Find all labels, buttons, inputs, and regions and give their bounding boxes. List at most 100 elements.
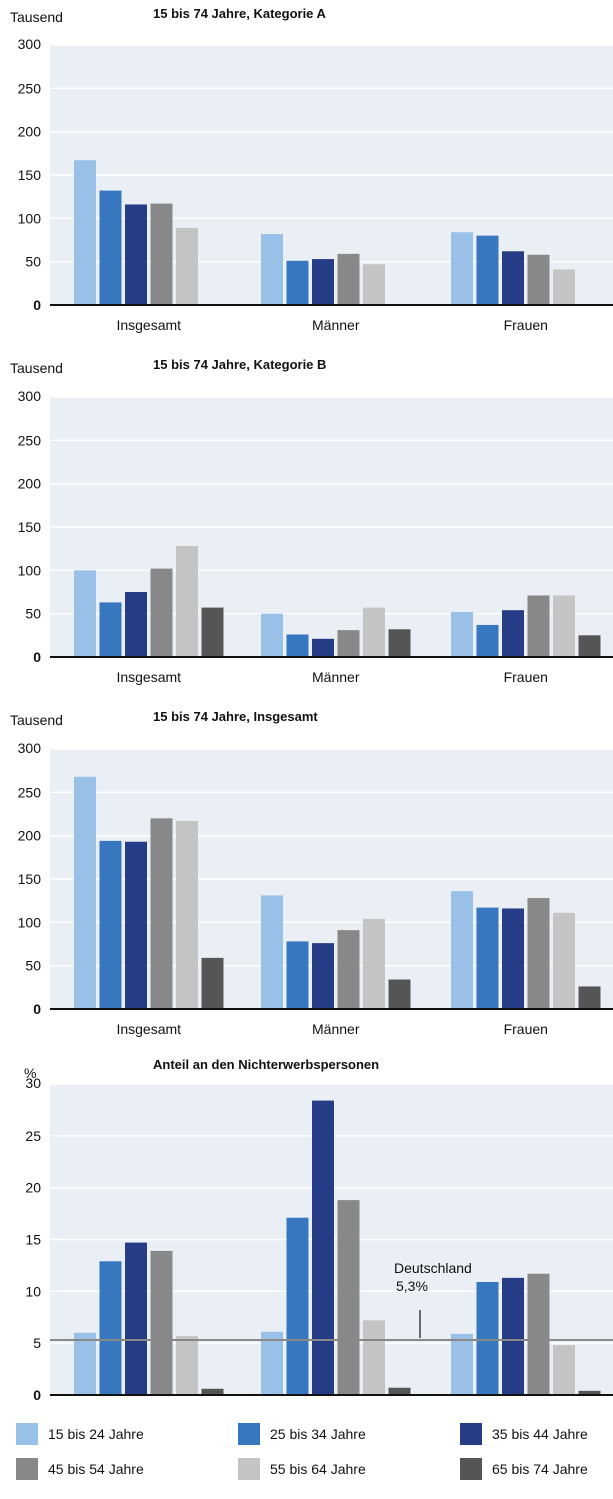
legend: 15 bis 24 Jahre 25 bis 34 Jahre 35 bis 44 … — [0, 1410, 613, 1499]
y-tick-label: 0 — [33, 649, 41, 665]
chart-svg: 0 50 100 150 200 250 300 Insgesamt Männer Frauen T… — [10, 357, 613, 685]
chart-title: 15 bis 74 Jahre, Kategorie B — [153, 357, 326, 372]
category-label: Frauen — [504, 317, 548, 333]
y-tick-label: 15 — [25, 1232, 41, 1248]
bar — [578, 1390, 601, 1395]
bar — [312, 638, 334, 657]
y-tick-label: 150 — [18, 519, 42, 535]
category-label: Frauen — [504, 1021, 548, 1037]
category-label: Männer — [312, 317, 360, 333]
chart-svg: 0 50 100 150 200 250 300 Insgesamt Männer Frauen T… — [10, 6, 613, 333]
legend-swatch — [238, 1458, 260, 1480]
bar — [125, 592, 147, 657]
bar — [201, 957, 224, 1009]
bar — [476, 1282, 499, 1395]
y-tick-label: 150 — [18, 167, 42, 183]
y-tick-label: 250 — [18, 784, 42, 800]
y-tick-label: 100 — [18, 914, 42, 930]
bar — [74, 570, 96, 657]
y-tick-label: 300 — [18, 36, 42, 52]
bar — [99, 602, 122, 657]
legend-item: 35 bis 44 Jahre — [460, 1423, 588, 1445]
y-tick-label: 50 — [25, 254, 41, 270]
y-tick-label: 100 — [18, 562, 42, 578]
bar — [337, 1200, 360, 1395]
bar — [502, 1277, 524, 1395]
bar — [337, 630, 360, 657]
bar — [388, 1387, 411, 1395]
legend-swatch — [16, 1423, 38, 1445]
y-tick-label: 50 — [25, 606, 41, 622]
y-tick-label: 300 — [18, 388, 42, 404]
bar — [553, 595, 575, 657]
bar — [176, 820, 198, 1009]
bar — [201, 607, 224, 657]
category-label: Insgesamt — [116, 1021, 181, 1037]
bar — [363, 264, 385, 305]
bar — [176, 227, 198, 305]
y-tick-label: 100 — [18, 210, 42, 226]
category-label: Männer — [312, 669, 360, 685]
reference-label: Deutschland — [394, 1260, 472, 1276]
unit-label: Tausend — [10, 360, 63, 376]
bar — [261, 613, 283, 657]
bar — [476, 235, 499, 305]
bar — [74, 776, 96, 1009]
bar — [176, 1335, 198, 1395]
bar — [553, 912, 575, 1009]
bar — [451, 611, 473, 657]
y-tick-label: 0 — [33, 1387, 41, 1403]
bar — [286, 1217, 309, 1395]
bar — [74, 1332, 96, 1395]
bar — [527, 254, 550, 305]
chart-title: 15 bis 74 Jahre, Insgesamt — [153, 709, 318, 724]
legend-swatch — [238, 1423, 260, 1445]
chart-kategorie-a: 0 50 100 150 200 250 300 Insgesamt Männer Frauen T… — [0, 0, 613, 350]
legend-label: 55 bis 64 Jahre — [270, 1461, 366, 1477]
reference-value-label: 5,3% — [396, 1278, 428, 1294]
bar — [476, 624, 499, 657]
bar — [502, 610, 524, 657]
chart-title: Anteil an den Nichterwerbspersonen — [153, 1057, 379, 1072]
bar — [578, 635, 601, 657]
bar — [363, 1320, 385, 1395]
bar — [150, 203, 173, 305]
bar — [150, 1250, 173, 1395]
bar — [150, 818, 173, 1009]
bar — [201, 1388, 224, 1395]
unit-label: Tausend — [10, 9, 63, 25]
bar — [578, 986, 601, 1009]
bar — [286, 260, 309, 305]
chart-insgesamt: 0 50 100 150 200 250 300 Insgesamt Männer Frauen T… — [0, 704, 613, 1054]
category-label: Insgesamt — [116, 317, 181, 333]
bar — [553, 1345, 575, 1395]
bar — [286, 634, 309, 657]
chart-anteil-nichterwerbspersonen: 051015202530Deutschland5,3%InsgesamtMänn… — [0, 1054, 613, 1410]
bar — [150, 568, 173, 657]
category-label: Frauen — [504, 669, 548, 685]
y-tick-label: 200 — [18, 476, 42, 492]
bar — [125, 204, 147, 305]
chart-title: 15 bis 74 Jahre, Kategorie A — [153, 6, 327, 21]
bar — [337, 930, 360, 1009]
bar — [261, 233, 283, 305]
y-tick-label: 150 — [18, 871, 42, 887]
bar — [312, 259, 334, 305]
y-tick-label: 200 — [18, 124, 42, 140]
bar — [125, 1242, 147, 1395]
legend-item: 65 bis 74 Jahre — [460, 1458, 588, 1480]
y-tick-label: 50 — [25, 958, 41, 974]
y-tick-label: 250 — [18, 80, 42, 96]
legend-label: 35 bis 44 Jahre — [492, 1426, 588, 1442]
bar — [451, 232, 473, 305]
bar — [502, 908, 524, 1009]
legend-label: 65 bis 74 Jahre — [492, 1461, 588, 1477]
legend-item: 55 bis 64 Jahre — [238, 1458, 366, 1480]
bar — [476, 907, 499, 1009]
bar — [527, 595, 550, 657]
bar — [261, 1331, 283, 1395]
bar — [99, 840, 122, 1009]
bar — [553, 269, 575, 305]
bar — [312, 1100, 334, 1395]
bar — [99, 190, 122, 305]
